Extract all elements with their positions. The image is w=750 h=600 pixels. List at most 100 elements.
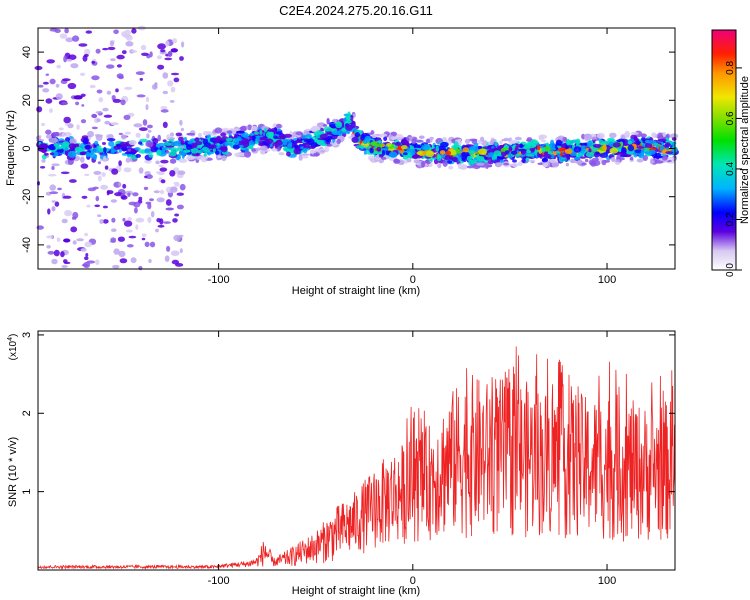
spectrogram-cell <box>500 151 507 157</box>
spectrogram-cell <box>216 143 220 146</box>
spectrogram-cell <box>586 140 593 147</box>
spectrogram-cell <box>352 113 357 117</box>
spectrogram-cell <box>80 248 87 252</box>
spectrogram-cell <box>157 64 165 70</box>
spectrogram-cell <box>442 160 448 167</box>
spectrogram-cell <box>508 140 517 145</box>
spectrogram-cell <box>247 124 253 131</box>
spectrogram-cell <box>51 200 56 203</box>
spectrogram-cell <box>97 175 102 182</box>
spectrogram-cell <box>503 162 510 166</box>
spectrogram-cell <box>141 237 146 241</box>
spectrogram-cell <box>54 201 60 207</box>
spectrogram-cell <box>426 138 430 144</box>
spectrogram-cell <box>233 135 238 139</box>
spectrogram-cell <box>128 235 137 239</box>
spectrogram-cell <box>395 133 404 141</box>
spectrogram-cell <box>95 48 101 54</box>
spectrogram-cell <box>607 137 615 142</box>
spectrogram-cell <box>110 122 119 126</box>
spectrogram-cell <box>294 139 304 144</box>
spectrogram-cell <box>226 130 233 134</box>
spectrogram-cell <box>322 124 328 127</box>
spectrogram-cell <box>202 131 210 136</box>
spectrogram-cell <box>596 132 605 139</box>
spectrogram-cell <box>160 179 166 184</box>
spectrogram-cell <box>508 146 513 152</box>
spectrogram-cell <box>156 149 162 156</box>
spectrogram-cell <box>351 136 359 143</box>
spectrogram-cell <box>331 130 341 135</box>
spectrogram-cell <box>69 179 77 183</box>
spectrogram-cell <box>162 121 168 128</box>
spectrogram-cell <box>326 118 330 125</box>
spectrogram-cell <box>169 132 175 137</box>
spectrogram-cell <box>517 161 523 166</box>
spectrogram-cell <box>75 101 80 106</box>
spectrogram-cell <box>142 119 148 126</box>
spectrogram-cell <box>529 147 536 152</box>
spectrogram-cell <box>183 137 188 141</box>
spectrogram-cell <box>186 143 192 151</box>
spectrogram-cell <box>190 148 199 154</box>
spectrogram-cell <box>62 195 72 199</box>
spectrogram-cell <box>275 139 283 146</box>
spectrogram-cell <box>468 146 477 151</box>
spectrogram-cell <box>49 152 55 155</box>
spectrogram-cell <box>98 97 104 103</box>
spectrogram-cell <box>538 134 548 140</box>
spectrogram-cell <box>459 164 468 170</box>
snr-x-tick-label: -100 <box>208 575 230 587</box>
spectrogram-cell <box>391 136 397 141</box>
spectrogram-cell <box>212 147 216 154</box>
spectrogram-x-tick-label: 100 <box>598 274 616 286</box>
spectrogram-cell <box>301 153 310 156</box>
spectrogram-cell <box>224 140 229 148</box>
spectrogram-cell <box>644 139 650 144</box>
spectrogram-cell <box>110 237 117 243</box>
spectrogram-cell <box>376 146 382 152</box>
spectrogram-cell <box>592 143 602 148</box>
spectrogram-cell <box>177 170 186 175</box>
spectrogram-cell <box>259 130 263 135</box>
spectrogram-cell <box>47 250 55 255</box>
spectrogram-cell <box>406 158 412 163</box>
spectrogram-cell <box>58 127 64 131</box>
spectrogram-cell <box>61 132 66 138</box>
spectrogram-cell <box>208 144 217 149</box>
spectrogram-cell <box>166 134 171 139</box>
spectrogram-cell <box>378 154 384 158</box>
spectrogram-cell <box>379 133 388 137</box>
spectrogram-cell <box>162 139 167 143</box>
spectrogram-cell <box>63 261 71 265</box>
spectrogram-cell <box>311 149 315 155</box>
spectrogram-cell <box>371 133 377 139</box>
spectrogram-cell <box>102 219 109 224</box>
spectrogram-cell <box>144 241 150 247</box>
spectrogram-cell <box>155 228 159 233</box>
spectrogram-cell <box>346 119 352 124</box>
spectrogram-cell <box>541 157 548 163</box>
spectrogram-cell <box>565 162 570 167</box>
spectrogram-cell <box>160 106 168 110</box>
spectrogram-cell <box>103 114 113 118</box>
spectrogram-cell <box>482 146 492 150</box>
spectrogram-cell <box>393 158 400 164</box>
spectrogram-cell <box>652 133 658 139</box>
spectrogram-cell <box>510 150 518 155</box>
spectrogram-cell <box>476 155 485 162</box>
spectrogram-cell <box>81 195 88 199</box>
colorbar-tick-label: 0.0 <box>725 263 736 277</box>
spectrogram-cell <box>107 46 116 51</box>
spectrogram-cell <box>400 138 408 145</box>
spectrogram-cell <box>179 183 186 191</box>
spectrogram-cell <box>160 159 169 164</box>
spectrogram-cell <box>557 148 564 152</box>
spectrogram-cell <box>99 219 104 224</box>
spectrogram-cell <box>149 241 156 248</box>
spectrogram-cell <box>159 167 168 172</box>
spectrogram-cell <box>566 140 575 145</box>
spectrogram-cell <box>123 114 131 120</box>
spectrogram-cell <box>244 151 251 158</box>
spectrogram-y-tick-label: 20 <box>21 94 33 106</box>
